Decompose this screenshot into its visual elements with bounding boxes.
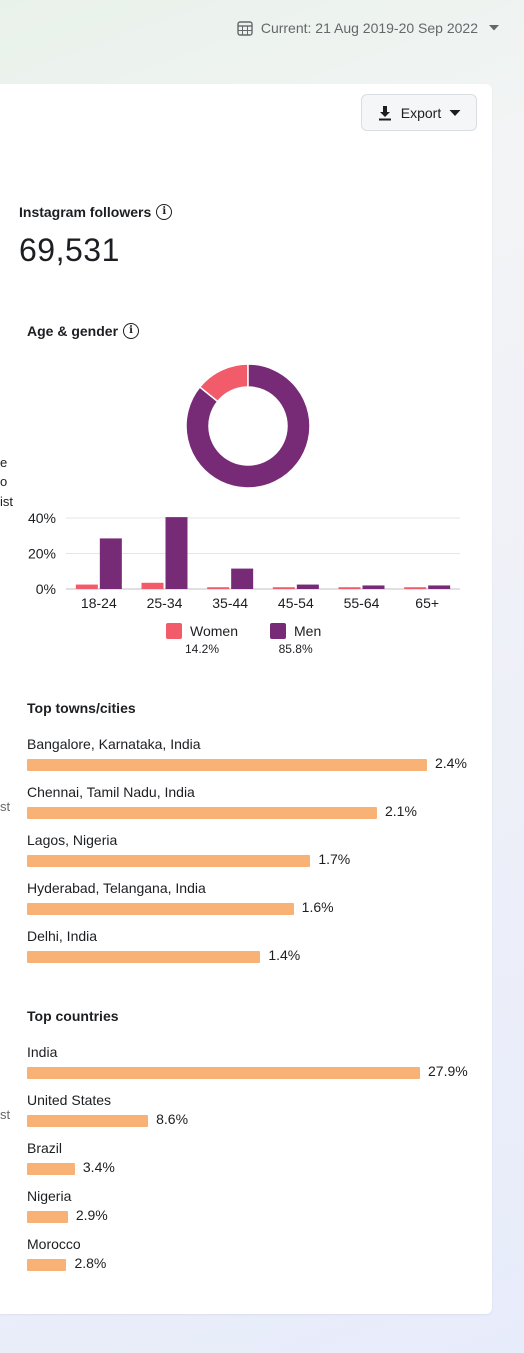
bar-women[interactable] [338, 587, 361, 589]
truncated-text: o [0, 474, 8, 489]
list-item-name: Nigeria [27, 1188, 72, 1204]
caret-down-icon [449, 109, 461, 116]
age-bar-chart: 0% 20% 40% 18-24 25-34 35-44 45-54 55-64 65+ [28, 510, 460, 611]
x-tick-label: 18-24 [81, 595, 117, 611]
list-item-bar [27, 807, 377, 819]
truncated-text: ist [0, 494, 13, 509]
info-icon[interactable]: i [123, 323, 140, 339]
list-item-name: Delhi, India [27, 928, 98, 944]
audience-card: Export Instagram followers i 69,531 Age … [0, 84, 492, 1314]
legend-men-percent: 85.8% [278, 642, 313, 656]
date-range-label: Current: 21 Aug 2019-20 Sep 2022 [260, 20, 478, 36]
export-button[interactable]: Export [361, 94, 477, 131]
x-tick-label: 55-64 [344, 595, 380, 611]
legend-men: Men 85.8% [270, 623, 321, 656]
list-item-value: 27.9% [428, 1063, 468, 1079]
list-item-value: 2.8% [74, 1255, 107, 1271]
list-item-name: United States [27, 1092, 112, 1108]
list-item-bar [27, 1115, 149, 1127]
list-item: Delhi, India 1.4% [27, 928, 477, 976]
list-item-bar [27, 855, 311, 867]
age-gender-title-text: Age & gender [27, 323, 119, 339]
legend-women-percent: 14.2% [184, 642, 219, 656]
legend-men-label: Men [294, 623, 322, 639]
bar-women[interactable] [75, 584, 98, 589]
list-item-name: Hyderabad, Telangana, India [27, 880, 206, 896]
bar-women[interactable] [141, 582, 164, 589]
list-item-bar [27, 1211, 68, 1223]
top-cities-list: Bangalore, Karnataka, India 2.4% Chennai, … [27, 736, 477, 976]
truncated-text: e [0, 455, 8, 470]
list-item-name: Morocco [27, 1236, 81, 1252]
list-item-bar [27, 1067, 420, 1079]
export-label: Export [400, 104, 442, 121]
top-countries-list: India 27.9% United States 8.6% Brazil 3.4% Nig… [27, 1044, 477, 1284]
list-item-value: 3.4% [82, 1159, 115, 1175]
x-tick-label: 25-34 [147, 595, 183, 611]
list-item: United States 8.6% [27, 1092, 477, 1140]
bar-men[interactable] [99, 538, 122, 589]
download-icon [378, 105, 391, 120]
x-tick-label: 45-54 [278, 595, 314, 611]
y-tick-label: 0% [36, 581, 56, 597]
calendar-icon [237, 21, 253, 36]
list-item-name: India [27, 1044, 58, 1060]
donut-slice-men[interactable] [185, 363, 311, 489]
list-item: Hyderabad, Telangana, India 1.6% [27, 880, 477, 928]
list-item: Brazil 3.4% [27, 1140, 477, 1188]
bar-women[interactable] [272, 587, 295, 589]
legend-women: Women 14.2% [166, 623, 238, 656]
bar-men[interactable] [428, 585, 451, 589]
list-item: Chennai, Tamil Nadu, India 2.1% [27, 784, 477, 832]
bar-men[interactable] [231, 568, 254, 589]
list-item: Lagos, Nigeria 1.7% [27, 832, 477, 880]
men-swatch [270, 623, 286, 639]
list-item-name: Bangalore, Karnataka, India [27, 736, 201, 752]
list-item-bar [27, 1163, 75, 1175]
list-item: Bangalore, Karnataka, India 2.4% [27, 736, 477, 784]
list-item-bar [27, 903, 294, 915]
truncated-text: st [0, 1107, 11, 1122]
bar-women[interactable] [404, 587, 427, 589]
caret-down-icon [489, 25, 499, 31]
bar-men[interactable] [165, 517, 188, 589]
followers-label-text: Instagram followers [19, 204, 152, 220]
list-item-value: 1.6% [301, 899, 334, 915]
top-countries-title: Top countries [27, 1008, 119, 1024]
x-tick-label: 65+ [415, 595, 439, 611]
list-item-bar [27, 759, 427, 771]
list-item-name: Lagos, Nigeria [27, 832, 118, 848]
followers-count: 69,531 [19, 232, 120, 268]
list-item: Morocco 2.8% [27, 1236, 477, 1284]
top-cities-title: Top towns/cities [27, 700, 136, 716]
list-item: India 27.9% [27, 1044, 477, 1092]
age-gender-title: Age & gender i [27, 323, 140, 339]
list-item-name: Chennai, Tamil Nadu, India [27, 784, 195, 800]
list-item-value: 2.1% [385, 803, 417, 819]
bar-men[interactable] [362, 585, 385, 589]
date-range-selector[interactable]: Current: 21 Aug 2019-20 Sep 2022 [237, 20, 499, 36]
list-item-value: 1.7% [318, 851, 351, 867]
legend-women-label: Women [190, 623, 238, 639]
list-item-value: 8.6% [156, 1111, 189, 1127]
gender-donut-chart [185, 363, 311, 489]
x-tick-label: 35-44 [212, 595, 248, 611]
y-tick-label: 40% [28, 510, 56, 526]
list-item-bar [27, 1259, 67, 1271]
list-item-value: 2.9% [75, 1207, 108, 1223]
list-item-bar [27, 951, 261, 963]
y-tick-label: 20% [28, 546, 56, 562]
list-item-name: Brazil [27, 1140, 63, 1156]
bar-women[interactable] [207, 587, 230, 589]
list-item-value: 2.4% [435, 755, 467, 771]
list-item-value: 1.4% [268, 947, 301, 963]
info-icon[interactable]: i [156, 204, 173, 220]
truncated-text: st [0, 799, 11, 814]
bar-men[interactable] [296, 584, 319, 589]
followers-label: Instagram followers i [19, 204, 173, 220]
list-item: Nigeria 2.9% [27, 1188, 477, 1236]
women-swatch [166, 623, 182, 639]
